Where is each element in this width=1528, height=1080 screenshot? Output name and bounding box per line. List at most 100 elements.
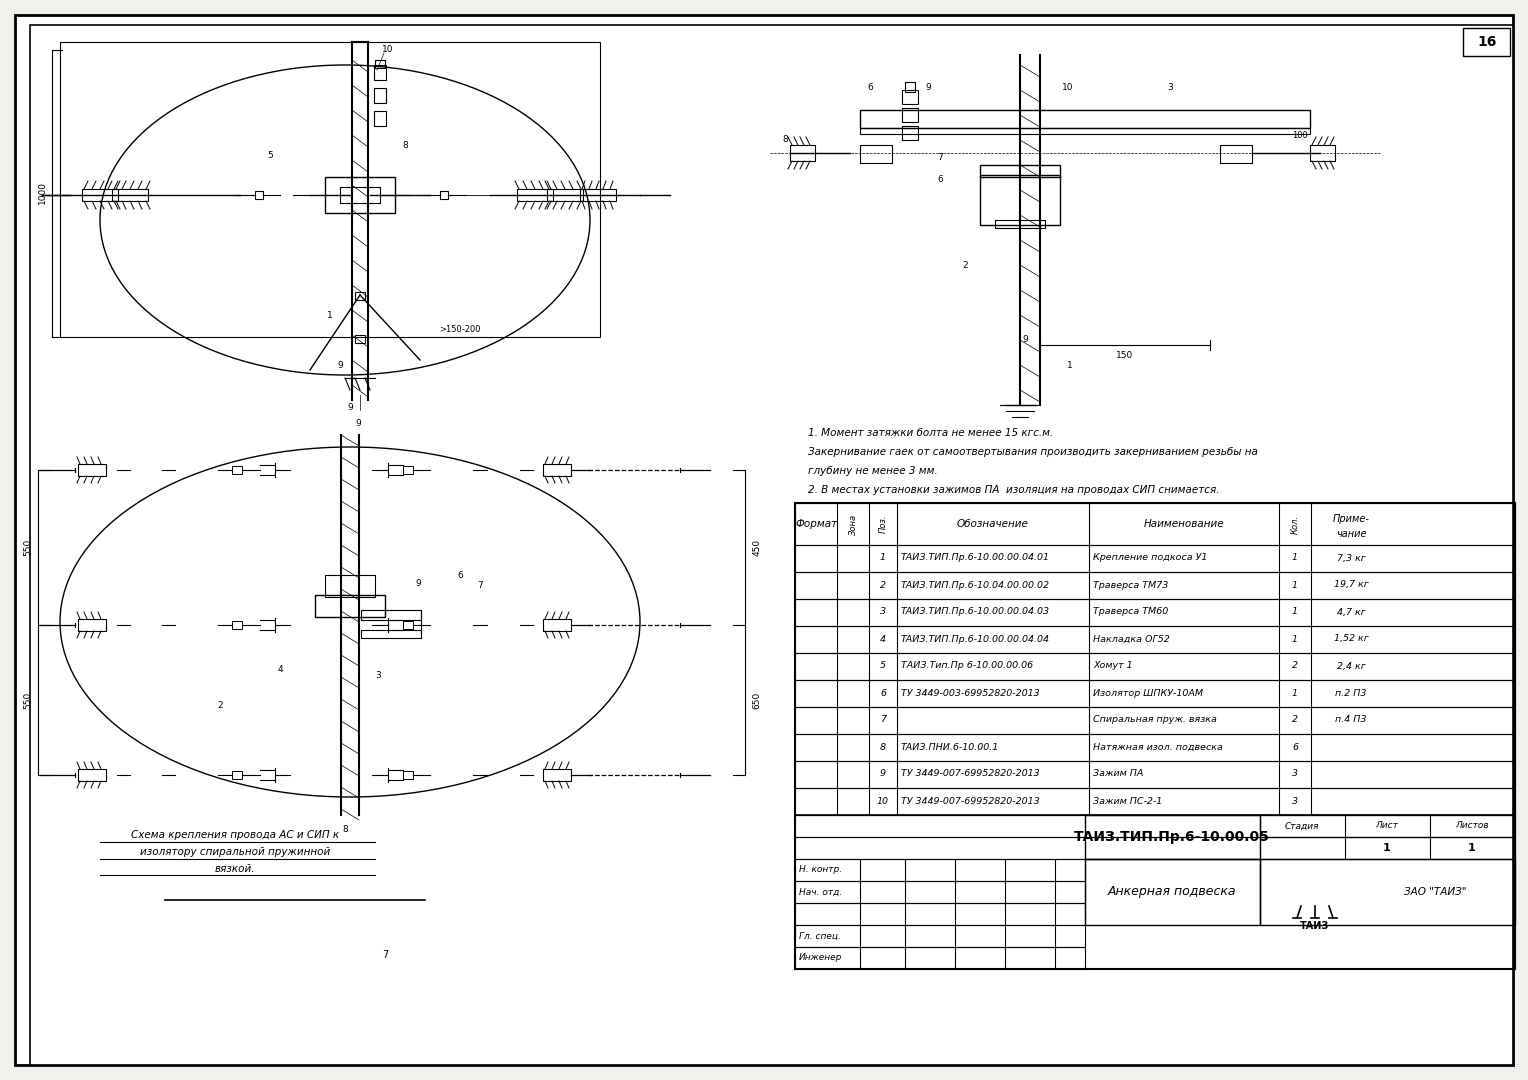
Bar [795, 680, 1514, 707]
Text: >150-200: >150-200 [439, 325, 481, 335]
Text: 9: 9 [354, 418, 361, 428]
Bar [860, 129, 1309, 134]
Text: п.2 П3: п.2 П3 [1335, 689, 1366, 698]
Text: 1: 1 [327, 311, 333, 320]
Text: 9: 9 [924, 82, 931, 92]
Bar [542, 619, 571, 631]
Bar [315, 595, 385, 617]
Text: 1: 1 [1067, 361, 1073, 369]
Text: Обозначение: Обозначение [957, 519, 1028, 529]
Text: 19,7 кг: 19,7 кг [1334, 581, 1369, 590]
Bar [860, 145, 892, 163]
Bar [374, 111, 387, 126]
Circle shape [475, 935, 487, 947]
Circle shape [419, 902, 429, 914]
Text: Крепление подкоса У1: Крепление подкоса У1 [1093, 553, 1207, 563]
Text: Гл. спец.: Гл. спец. [799, 931, 840, 941]
Circle shape [426, 894, 439, 906]
Bar [354, 335, 365, 343]
Text: 1: 1 [1383, 843, 1390, 853]
Bar [795, 788, 1514, 815]
Bar [60, 42, 601, 337]
Bar [325, 177, 396, 213]
Text: Накладка ОГ52: Накладка ОГ52 [1093, 634, 1170, 644]
Bar [860, 110, 1309, 129]
Bar [1462, 28, 1510, 56]
Text: 4: 4 [277, 665, 283, 675]
Text: Поз.: Поз. [879, 515, 888, 534]
Bar [795, 924, 1085, 947]
Bar [361, 630, 422, 638]
Text: 3: 3 [1167, 82, 1174, 92]
Text: 5: 5 [880, 661, 886, 671]
Bar [361, 610, 422, 620]
Text: 6: 6 [866, 82, 872, 92]
Text: Н. контр.: Н. контр. [799, 865, 842, 875]
Bar [795, 503, 1514, 815]
Text: 1,52 кг: 1,52 кг [1334, 634, 1369, 644]
Bar [795, 599, 1514, 626]
Text: вязкой.: вязкой. [215, 864, 255, 874]
Text: 3: 3 [1293, 769, 1297, 779]
Text: 2: 2 [217, 701, 223, 710]
Text: 9: 9 [338, 361, 342, 369]
Text: 7: 7 [382, 950, 388, 960]
Text: 7,3 кг: 7,3 кг [1337, 553, 1366, 563]
Bar [795, 707, 1514, 734]
Text: 9: 9 [347, 404, 353, 413]
Text: 7: 7 [477, 581, 483, 590]
Text: Приме-: Приме- [1332, 514, 1369, 524]
Bar [516, 189, 553, 201]
Text: чание: чание [1335, 529, 1366, 539]
Text: 10: 10 [877, 797, 889, 806]
Bar [902, 126, 918, 140]
Text: п.4 П3: п.4 П3 [1335, 715, 1366, 725]
Text: ТАИЗ.ТИП.Пр.6-10.04.00.00.02: ТАИЗ.ТИП.Пр.6-10.04.00.00.02 [902, 581, 1050, 590]
Bar [542, 464, 571, 476]
Text: Зажим ПА: Зажим ПА [1093, 769, 1143, 779]
Bar [979, 175, 1060, 225]
Text: 1: 1 [1468, 843, 1476, 853]
Text: 3: 3 [880, 607, 886, 617]
Text: 2: 2 [880, 581, 886, 590]
Text: ТАИЗ: ТАИЗ [1300, 921, 1329, 931]
Text: 6: 6 [457, 570, 463, 580]
Bar [795, 503, 1514, 969]
Bar [341, 187, 380, 203]
Bar [795, 626, 1514, 653]
Bar [795, 761, 1514, 788]
Bar [979, 165, 1060, 177]
Bar [795, 947, 1085, 969]
Bar [795, 881, 1085, 903]
Bar [354, 292, 365, 300]
Bar [1261, 837, 1514, 859]
Text: Закернивание гаек от самоотвертывания производить закерниванием резьбы на: Закернивание гаек от самоотвертывания пр… [808, 447, 1258, 457]
Bar [374, 87, 387, 103]
Text: 1: 1 [1293, 553, 1297, 563]
Text: изолятору спиральной пружинной: изолятору спиральной пружинной [141, 847, 330, 858]
Bar [1085, 859, 1261, 924]
Bar [374, 65, 387, 80]
Bar [581, 189, 616, 201]
Bar [1261, 815, 1514, 837]
Text: 1: 1 [1293, 581, 1297, 590]
Text: Траверса ТМ60: Траверса ТМ60 [1093, 607, 1169, 617]
Bar [795, 815, 1514, 837]
Bar [902, 90, 918, 104]
Text: ТАИЗ.ТИП.Пр.6-10.00.05: ТАИЗ.ТИП.Пр.6-10.00.05 [1074, 831, 1270, 843]
Text: 550: 550 [23, 538, 32, 555]
Text: ТАИЗ.ТИП.Пр.6-10.00.00.04.03: ТАИЗ.ТИП.Пр.6-10.00.00.04.03 [902, 607, 1050, 617]
Text: 1: 1 [1293, 607, 1297, 617]
Bar [232, 771, 241, 779]
Text: 1. Момент затяжки болта не менее 15 кгс.м.: 1. Момент затяжки болта не менее 15 кгс.… [808, 428, 1053, 438]
Circle shape [419, 946, 429, 958]
Text: 8: 8 [782, 135, 788, 145]
Text: Наименование: Наименование [1143, 519, 1224, 529]
Circle shape [471, 902, 481, 914]
Bar [403, 465, 413, 474]
Bar [795, 545, 1514, 572]
Text: 1000: 1000 [38, 181, 46, 204]
Text: 450: 450 [752, 539, 761, 555]
Text: Анкерная подвеска: Анкерная подвеска [1108, 886, 1236, 899]
Bar [795, 653, 1514, 680]
